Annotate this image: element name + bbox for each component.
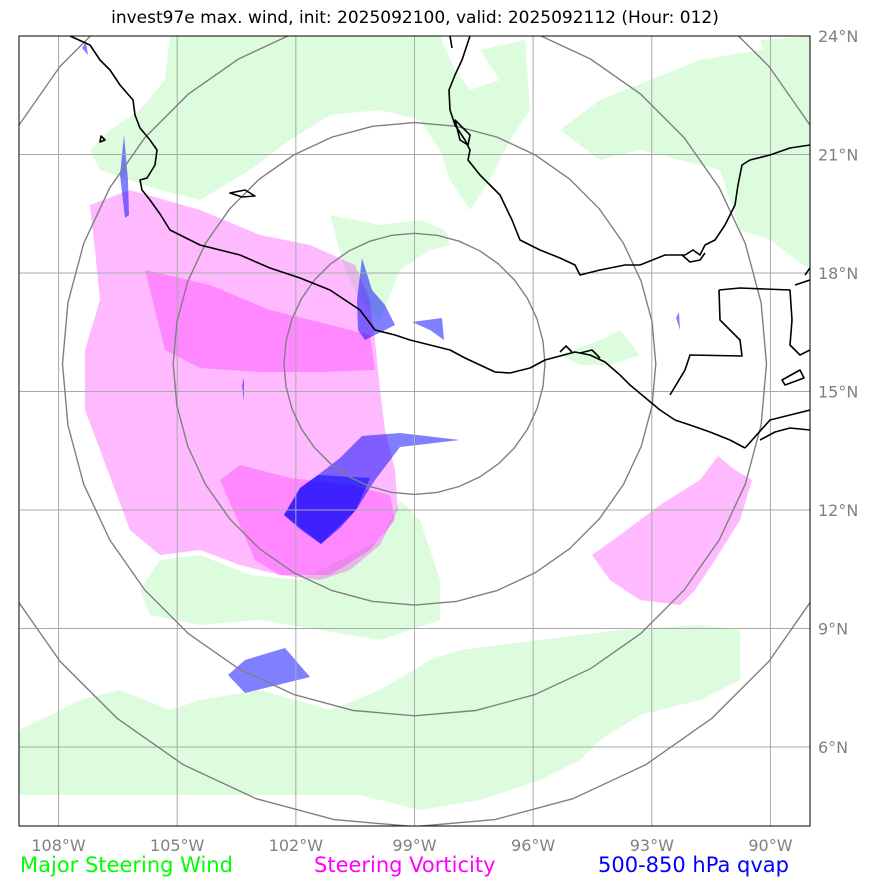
coastline [759,427,810,441]
steering-wind-layer [19,36,810,810]
coastline [559,345,573,353]
lon-tick-label: 99°W [392,836,436,855]
range-rings [19,36,810,826]
range-ring [61,36,768,717]
coastline [669,289,743,396]
vorticity-region [592,456,752,605]
legend-qvap: 500-850 hPa qvap [598,853,789,877]
coastline [804,267,810,276]
lat-tick-label: 6°N [818,738,848,757]
lon-tick-label: 96°W [511,836,555,855]
qvap-region [228,648,310,693]
steering-wind-region [760,36,810,85]
qvap-region [82,42,88,55]
lat-tick-label: 24°N [818,27,858,46]
lon-tick-label: 102°W [269,836,324,855]
lat-tick-label: 21°N [818,146,858,165]
map-layers [19,36,810,826]
coastline [579,349,601,359]
coastline-layer [69,36,810,449]
lat-tick-label: 12°N [818,501,858,520]
steering-wind-region [560,330,640,365]
coastline [744,409,810,449]
steering-wind-region [90,36,530,210]
coastline [448,36,810,276]
coastline [69,36,746,449]
coastline [454,119,471,146]
lon-tick-label: 108°W [31,836,86,855]
graticule [19,36,810,826]
vorticity-region [145,270,375,372]
coastline [781,369,805,386]
lat-tick-label: 15°N [818,383,858,402]
qvap-region [676,312,680,330]
coastline [449,36,453,49]
coastline [681,252,706,263]
coastline [794,279,810,286]
coastline [718,287,810,356]
qvap-region [412,318,444,340]
steering-wind-region [19,625,740,810]
range-ring [19,36,810,826]
map-title: invest97e max. wind, init: 2025092100, v… [111,8,719,28]
lon-tick-label: 90°W [748,836,792,855]
lon-tick-label: 93°W [630,836,674,855]
legend-steering-wind: Major Steering Wind [20,853,233,877]
lon-tick-labels: 108°W 105°W 102°W 99°W 96°W 93°W 90°W [31,836,792,855]
qvap-region [242,378,244,402]
range-ring [172,121,657,606]
qvap-region [120,135,129,218]
lon-tick-label: 105°W [150,836,205,855]
range-ring [283,232,546,496]
coastline [99,135,106,143]
steering-wind-region [140,500,440,640]
lat-tick-label: 9°N [818,620,848,639]
map-frame [18,35,811,827]
coastline [229,189,256,198]
lat-tick-label: 18°N [818,264,858,283]
lat-tick-labels: 6°N 9°N 12°N 15°N 18°N 21°N 24°N [818,27,858,757]
legend-steering-vorticity: Steering Vorticity [314,853,496,877]
steering-wind-region [560,36,810,270]
